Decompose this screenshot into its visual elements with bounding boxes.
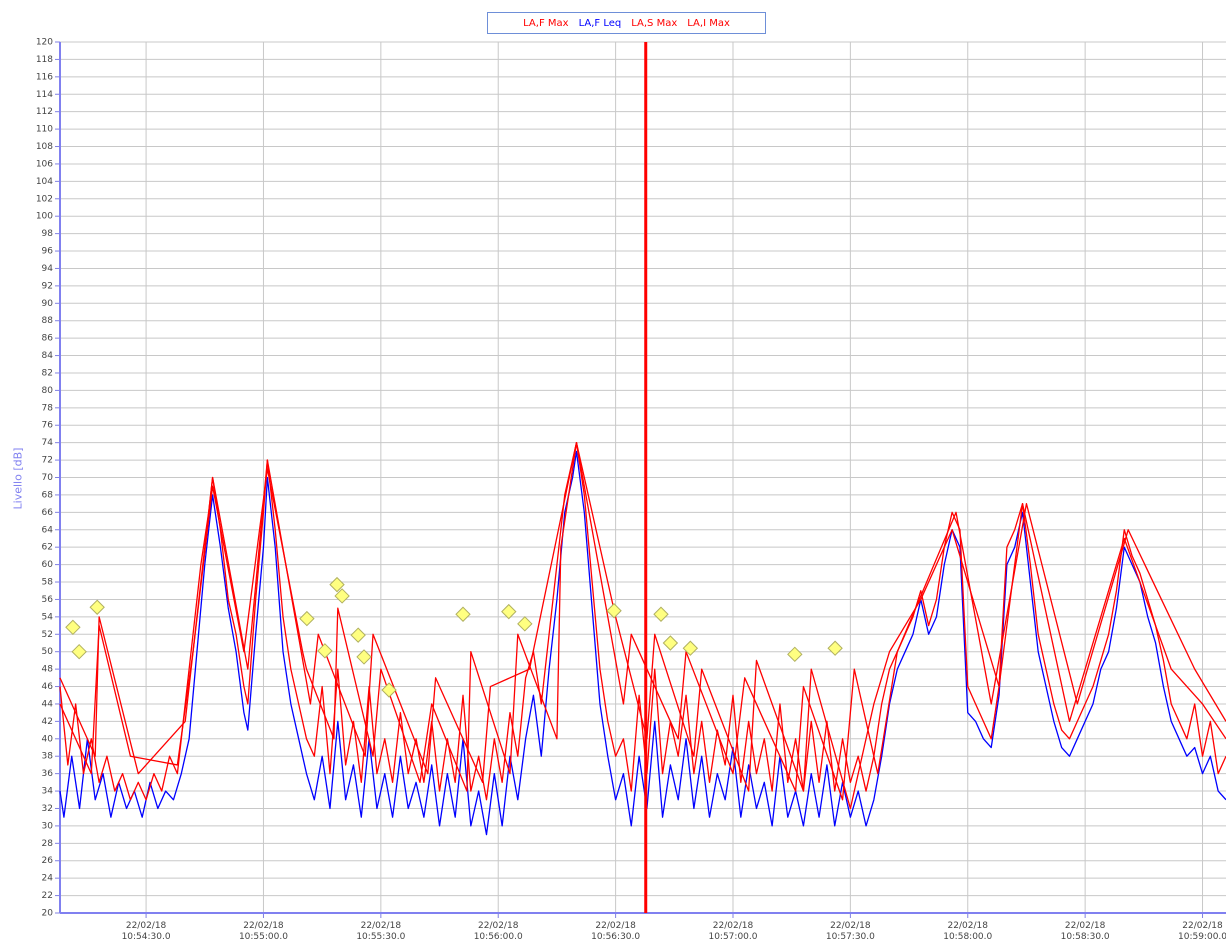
y-tick-label: 96 — [42, 247, 54, 257]
y-tick-label: 24 — [42, 874, 54, 884]
x-tick-label: 22/02/18 10:57:30.0 — [825, 921, 875, 942]
y-tick-label: 70 — [42, 473, 54, 483]
y-tick-label: 48 — [42, 665, 54, 675]
y-tick-label: 46 — [42, 682, 54, 692]
marker — [662, 635, 679, 651]
y-tick-label: 80 — [42, 386, 54, 396]
y-tick-label: 108 — [36, 142, 53, 152]
y-tick-label: 26 — [42, 856, 54, 866]
y-tick-label: 60 — [42, 560, 54, 570]
series-line — [59, 442, 1226, 810]
y-tick-label: 52 — [42, 630, 53, 640]
marker — [317, 643, 333, 659]
marker — [682, 640, 699, 656]
y-tick-label: 56 — [42, 595, 54, 605]
y-tick-label: 54 — [42, 612, 54, 622]
x-tick-label: 22/02/18 10:56:00.0 — [473, 921, 523, 942]
y-tick-label: 104 — [36, 177, 53, 187]
x-tick-label: 22/02/18 10:56:30.0 — [591, 921, 641, 942]
y-tick-label: 110 — [36, 125, 53, 135]
y-tick-label: 20 — [42, 909, 54, 919]
series-line — [59, 442, 1226, 801]
y-tick-label: 62 — [42, 543, 53, 553]
y-tick-label: 74 — [42, 438, 54, 448]
x-tick-label: 22/02/18 10:58:30.0 — [1060, 921, 1110, 942]
marker — [653, 606, 669, 622]
x-tick-label: 22/02/18 10:55:30.0 — [356, 921, 406, 942]
y-tick-label: 76 — [42, 421, 54, 431]
y-tick-label: 118 — [36, 55, 53, 65]
y-tick-label: 32 — [42, 804, 53, 814]
y-tick-label: 64 — [42, 525, 54, 535]
y-tick-label: 36 — [42, 769, 54, 779]
y-tick-label: 88 — [42, 316, 54, 326]
legend-entry: LA,F Leq — [578, 17, 622, 29]
marker — [299, 610, 315, 627]
legend-entry: LA,I Max — [687, 17, 730, 29]
series-line — [59, 450, 1226, 836]
x-tick-label: 22/02/18 10:58:00.0 — [943, 921, 993, 942]
marker — [827, 640, 843, 656]
marker — [89, 599, 105, 615]
legend: LA,F Max LA,F Leq LA,S Max LA,I Max — [487, 12, 766, 34]
marker — [381, 682, 397, 698]
marker — [329, 576, 345, 593]
x-tick-label: 22/02/18 10:59:00.0 — [1178, 921, 1226, 942]
y-axis-label: Livello [dB] — [11, 447, 25, 510]
marker — [787, 646, 803, 663]
y-tick-label: 112 — [36, 107, 53, 117]
y-tick-label: 38 — [42, 752, 54, 762]
y-tick-label: 116 — [36, 72, 53, 82]
y-tick-label: 92 — [42, 281, 53, 291]
y-tick-label: 30 — [42, 821, 54, 831]
y-tick-label: 72 — [42, 456, 53, 466]
y-tick-label: 42 — [42, 717, 53, 727]
y-tick-label: 100 — [36, 212, 53, 222]
y-tick-label: 78 — [42, 403, 54, 413]
y-tick-label: 66 — [42, 508, 54, 518]
marker — [350, 627, 366, 643]
y-tick-label: 44 — [42, 699, 54, 709]
y-tick-label: 28 — [42, 839, 54, 849]
y-tick-label: 22 — [42, 891, 53, 901]
x-tick-label: 22/02/18 10:57:00.0 — [708, 921, 758, 942]
x-tick-label: 22/02/18 10:55:00.0 — [238, 921, 288, 942]
marker — [65, 619, 81, 636]
y-tick-label: 58 — [42, 578, 54, 588]
marker — [517, 616, 533, 632]
marker — [501, 603, 517, 620]
series-line — [59, 442, 1226, 801]
marker — [455, 606, 471, 622]
y-tick-label: 106 — [36, 159, 53, 169]
marker — [71, 643, 87, 660]
y-tick-label: 120 — [36, 38, 53, 48]
y-tick-label: 84 — [42, 351, 54, 361]
y-tick-label: 90 — [42, 299, 54, 309]
x-tick-label: 22/02/18 10:54:30.0 — [121, 921, 171, 942]
y-tick-label: 40 — [42, 734, 54, 744]
y-tick-label: 86 — [42, 334, 54, 344]
y-tick-label: 114 — [36, 90, 53, 100]
y-tick-label: 50 — [42, 647, 54, 657]
legend-entry: LA,S Max — [631, 17, 678, 29]
marker — [334, 588, 350, 604]
y-tick-label: 102 — [36, 194, 53, 204]
y-tick-label: 98 — [42, 229, 54, 239]
y-tick-label: 34 — [42, 787, 54, 797]
marker — [606, 603, 622, 619]
legend-entry: LA,F Max — [523, 17, 569, 29]
marker — [356, 649, 372, 665]
y-tick-label: 82 — [42, 368, 53, 378]
y-tick-label: 94 — [42, 264, 54, 274]
y-tick-label: 68 — [42, 490, 54, 500]
